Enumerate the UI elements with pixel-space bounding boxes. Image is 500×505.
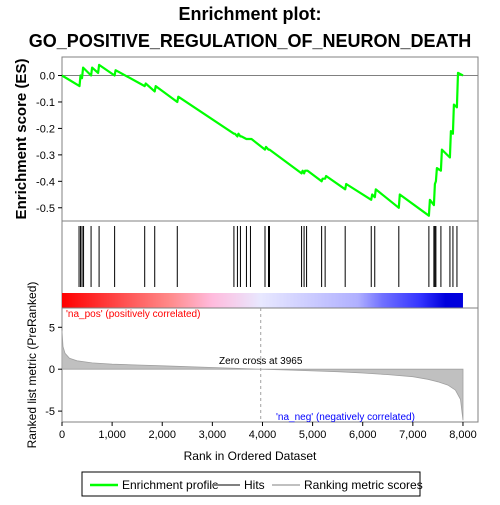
legend-entry-label: Hits	[244, 478, 265, 492]
negative-correlation-label: 'na_neg' (negatively correlated)	[276, 412, 415, 423]
x-tick-label: 4,000	[249, 429, 277, 441]
es-panel-frame	[61, 56, 479, 222]
ranking-metric-area	[61, 330, 464, 421]
es-y-tick-label: -0.3	[36, 150, 55, 162]
legend-entries: Enrichment profile Hits Ranking metric sco…	[90, 478, 423, 492]
es-y-tick-label: 0.0	[40, 71, 55, 83]
zero-cross-label: Zero cross at 3965	[219, 356, 303, 367]
metric-y-ticks: 5 0 -5	[45, 322, 62, 418]
es-y-tick-label: -0.2	[36, 123, 55, 135]
x-tick-label: 2,000	[148, 429, 176, 441]
es-y-tick-label: -0.5	[36, 203, 55, 215]
es-panel: 0.0 -0.1 -0.2 -0.3 -0.4 -0.5 Enrichment score…	[13, 56, 479, 222]
positive-correlation-label: 'na_pos' (positively correlated)	[66, 309, 200, 320]
metric-y-axis-label: Ranked list metric (PreRanked)	[25, 282, 39, 449]
metric-y-tick-label: 0	[49, 364, 55, 376]
es-y-ticks: 0.0 -0.1 -0.2 -0.3 -0.4 -0.5	[36, 71, 62, 215]
chart-title-line1: Enrichment plot:	[179, 4, 322, 24]
metric-panel: 5 0 -5 Zero cross at 3965 'na_pos' (positi…	[25, 282, 479, 449]
metric-area-group	[61, 330, 464, 421]
legend-entry-label: Ranking metric scores	[304, 478, 423, 492]
x-tick-label: 7,000	[399, 429, 427, 441]
ranking-color-bar-rect	[62, 293, 463, 308]
hits-panel	[61, 220, 479, 309]
es-y-tick-label: -0.1	[36, 97, 55, 109]
es-y-tick-label: -0.4	[36, 176, 55, 188]
legend: Enrichment profile Hits Ranking metric sco…	[81, 471, 423, 497]
x-axis-ticks: 0 1,000 2,000 3,000 4,000 5,000 6,000 7,000 8,00…	[59, 422, 477, 441]
es-y-axis-label: Enrichment score (ES)	[13, 59, 30, 220]
x-tick-label: 1,000	[98, 429, 126, 441]
chart-title-line2: GO_POSITIVE_REGULATION_OF_NEURON_DEATH	[29, 31, 471, 51]
legend-frame	[81, 471, 421, 497]
x-tick-label: 0	[59, 429, 65, 441]
x-tick-label: 5,000	[299, 429, 327, 441]
x-tick-label: 6,000	[349, 429, 377, 441]
metric-y-tick-label: 5	[49, 322, 55, 334]
x-axis-label: Rank in Ordered Dataset	[184, 449, 317, 463]
hit-lines-group	[78, 226, 458, 287]
enrichment-profile-line	[61, 63, 464, 217]
es-curve-group	[61, 63, 464, 217]
legend-entry-label: Enrichment profile	[122, 478, 219, 492]
x-tick-label: 3,000	[199, 429, 227, 441]
ranking-color-bar	[62, 293, 463, 308]
metric-y-tick-label: -5	[45, 406, 55, 418]
x-tick-label: 8,000	[449, 429, 477, 441]
